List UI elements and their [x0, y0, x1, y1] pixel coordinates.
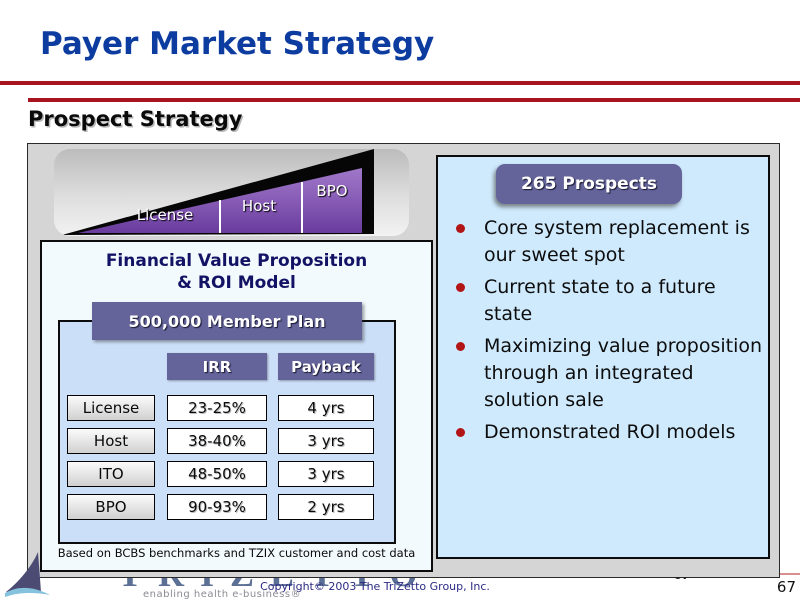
wedge-separator [301, 182, 303, 233]
row-irr-license: 23-25% [167, 395, 267, 421]
wedge-segment-license: License [136, 206, 194, 224]
financial-panel: Financial Value Proposition & ROI Model … [40, 240, 433, 572]
section-heading: Prospect Strategy [28, 107, 243, 131]
service-wedge-chart: License Host BPO [54, 149, 409, 236]
row-payback-ito: 3 yrs [278, 461, 374, 487]
financial-title-line2: & ROI Model [177, 273, 296, 293]
clipped-page-number: 67 [674, 577, 694, 583]
page-title: Payer Market Strategy [40, 26, 435, 62]
trizetto-wordmark: TRIZETTO [118, 577, 423, 590]
wedge-segment-bpo: BPO [316, 182, 348, 200]
logo-tagline: enabling health e-business® [143, 589, 302, 600]
row-payback-license: 4 yrs [278, 395, 374, 421]
benchmark-footnote: Based on BCBS benchmarks and TZIX custom… [57, 546, 416, 560]
prospects-badge: 265 Prospects [496, 164, 682, 204]
plan-header: 500,000 Member Plan [92, 302, 362, 340]
row-payback-host: 3 yrs [278, 428, 374, 454]
financial-title-line1: Financial Value Proposition [105, 251, 368, 271]
bullet-item: Current state to a future state [446, 274, 764, 328]
row-irr-ito: 48-50% [167, 461, 267, 487]
row-payback-bpo: 2 yrs [278, 494, 374, 520]
bullet-item: Demonstrated ROI models [446, 419, 764, 446]
content-panel: License Host BPO Financial Value Proposi… [27, 143, 780, 578]
prospects-panel: 265 Prospects Core system replacement is… [436, 155, 770, 559]
copyright-text: Copyright© 2003 The TriZetto Group, Inc. [260, 580, 490, 593]
template-accent-line [779, 573, 800, 575]
page-number: 67 [776, 578, 796, 596]
wedge-separator [219, 200, 221, 233]
financial-title: Financial Value Proposition & ROI Model [42, 250, 431, 294]
bullet-item: Core system replacement is our sweet spo… [446, 215, 764, 269]
row-irr-host: 38-40% [167, 428, 267, 454]
trizetto-sail-icon [5, 552, 50, 597]
bullet-item: Maximizing value proposition through an … [446, 333, 764, 414]
prospects-bullet-list: Core system replacement is our sweet spo… [446, 215, 764, 451]
wedge-segment-host: Host [241, 197, 277, 215]
row-irr-bpo: 90-93% [167, 494, 267, 520]
column-header-payback: Payback [278, 353, 374, 380]
row-label-host: Host [67, 428, 155, 454]
column-header-irr: IRR [167, 353, 267, 380]
row-label-bpo: BPO [67, 494, 155, 520]
row-label-ito: ITO [67, 461, 155, 487]
title-divider-line-2 [28, 98, 800, 102]
row-label-license: License [67, 395, 155, 421]
title-divider-line-1 [0, 81, 800, 85]
